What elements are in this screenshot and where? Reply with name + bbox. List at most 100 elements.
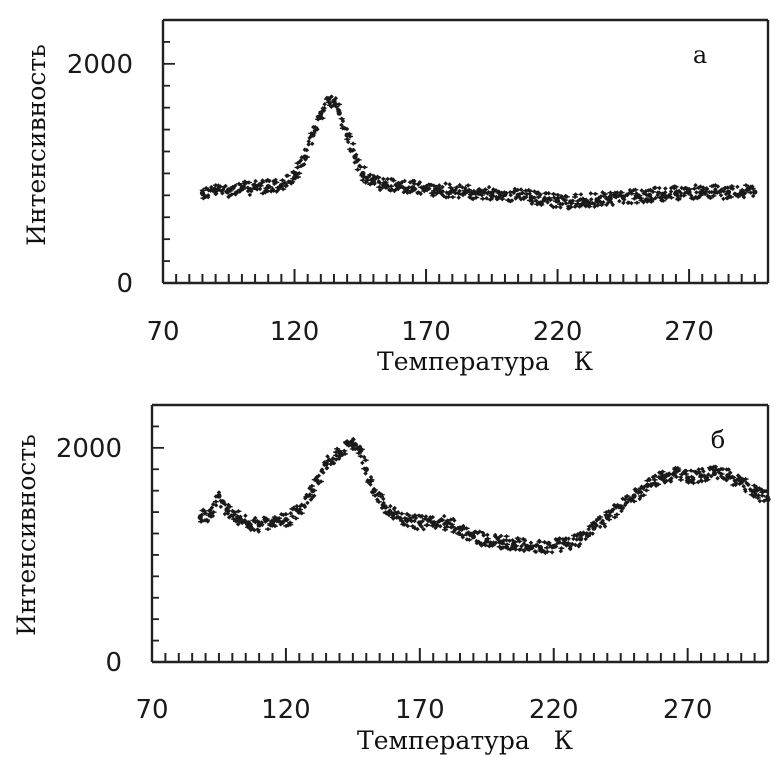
- data-point-noise: [321, 470, 326, 475]
- chart-panel-b: 70 120 170 220 270 0 2000 Температура К Интенсив…: [12, 403, 771, 755]
- data-point-noise: [508, 192, 513, 198]
- data-point-noise: [726, 467, 731, 472]
- data-point-noise: [456, 530, 462, 535]
- x-tick-label: 270: [664, 317, 714, 347]
- y-axis-title: Интенсивность: [12, 434, 41, 636]
- data-point-noise: [301, 162, 307, 167]
- data-point-noise: [735, 184, 740, 190]
- data-point-noise: [617, 198, 622, 204]
- data-point-noise: [418, 191, 423, 197]
- data-point-noise: [622, 502, 628, 508]
- x-tick-label: 120: [261, 695, 311, 725]
- panel-label: б: [711, 426, 725, 454]
- data-point-noise: [460, 534, 466, 540]
- data-point-noise: [684, 468, 689, 474]
- x-tick-label: 170: [395, 695, 445, 725]
- data-point-noise: [706, 472, 711, 477]
- data-point-noise: [443, 181, 448, 186]
- data-point-noise: [668, 479, 674, 484]
- data-point-noise: [457, 182, 463, 188]
- data-point-noise: [440, 189, 446, 194]
- x-axis-title: Температура К: [377, 347, 594, 376]
- data-point-noise: [402, 515, 408, 521]
- data-point-noise: [743, 489, 748, 494]
- data-point-noise: [583, 536, 588, 542]
- data-point-noise: [724, 477, 729, 483]
- data-point-noise: [392, 505, 397, 511]
- data-point-noise: [441, 513, 447, 519]
- y-tick-label: 0: [105, 648, 122, 678]
- data-point-noise: [379, 505, 385, 511]
- data-point-noise: [578, 192, 584, 197]
- data-point-noise: [528, 540, 534, 546]
- data-point-noise: [260, 522, 265, 527]
- data-point-noise: [549, 549, 555, 555]
- data-point-noise: [329, 94, 334, 99]
- data-point-noise: [299, 155, 305, 160]
- data-point-noise: [453, 190, 458, 196]
- data-point-noise: [252, 515, 258, 521]
- data-point-noise: [597, 524, 603, 530]
- data-point-noise: [669, 476, 674, 481]
- data-point-noise: [419, 524, 424, 529]
- data-point-noise: [289, 181, 294, 186]
- data-point-noise: [309, 133, 314, 139]
- data-series: [199, 94, 758, 211]
- data-point-noise: [426, 186, 432, 191]
- data-point-noise: [284, 183, 289, 188]
- data-point-noise: [218, 504, 224, 510]
- data-point-noise: [322, 105, 327, 111]
- data-point-noise: [302, 504, 308, 510]
- data-point-noise: [657, 185, 662, 191]
- data-point-noise: [436, 183, 442, 188]
- data-point-noise: [419, 513, 425, 519]
- data-point-noise: [416, 520, 422, 525]
- x-tick-label: 170: [401, 317, 451, 347]
- data-point-noise: [457, 188, 462, 194]
- data-point-noise: [519, 543, 524, 549]
- data-point-noise: [413, 186, 418, 192]
- data-point-noise: [594, 523, 599, 528]
- data-point-noise: [368, 482, 373, 487]
- x-tick-label: 270: [663, 695, 713, 725]
- x-tick-label: 70: [135, 695, 168, 725]
- data-point-noise: [696, 467, 702, 472]
- data-point-noise: [405, 523, 410, 529]
- data-point-noise: [646, 476, 652, 482]
- data-point-noise: [388, 503, 393, 509]
- data-point-noise: [412, 178, 417, 184]
- data-point-noise: [256, 529, 261, 534]
- data-point-noise: [522, 538, 528, 543]
- data-point-noise: [463, 185, 468, 191]
- data-point-noise: [345, 139, 351, 145]
- data-point-noise: [331, 460, 337, 466]
- data-point-noise: [713, 464, 719, 470]
- x-tick-label: 220: [529, 695, 579, 725]
- data-point-noise: [357, 163, 362, 169]
- data-point-noise: [306, 142, 311, 147]
- data-point-noise: [285, 517, 290, 523]
- data-point-noise: [611, 507, 616, 512]
- data-point-noise: [741, 483, 746, 489]
- data-point-noise: [413, 515, 419, 521]
- data-point-noise: [470, 533, 475, 538]
- data-point-noise: [381, 176, 386, 182]
- y-tick-label: 2000: [56, 434, 122, 464]
- data-point-noise: [638, 490, 644, 495]
- data-point-noise: [695, 479, 701, 485]
- data-point-noise: [324, 465, 330, 471]
- data-point-noise: [344, 126, 350, 132]
- y-tick-label: 0: [116, 269, 133, 299]
- x-tick-label: 120: [270, 317, 320, 347]
- data-point-noise: [213, 502, 219, 508]
- data-point-noise: [630, 495, 636, 500]
- data-point-noise: [485, 532, 490, 538]
- data-point-noise: [663, 186, 668, 191]
- data-point-noise: [417, 180, 423, 185]
- data-point-noise: [699, 479, 705, 484]
- data-point-noise: [493, 540, 499, 545]
- data-point-noise: [243, 513, 248, 518]
- data-point-noise: [571, 536, 576, 542]
- data-point-noise: [322, 460, 327, 465]
